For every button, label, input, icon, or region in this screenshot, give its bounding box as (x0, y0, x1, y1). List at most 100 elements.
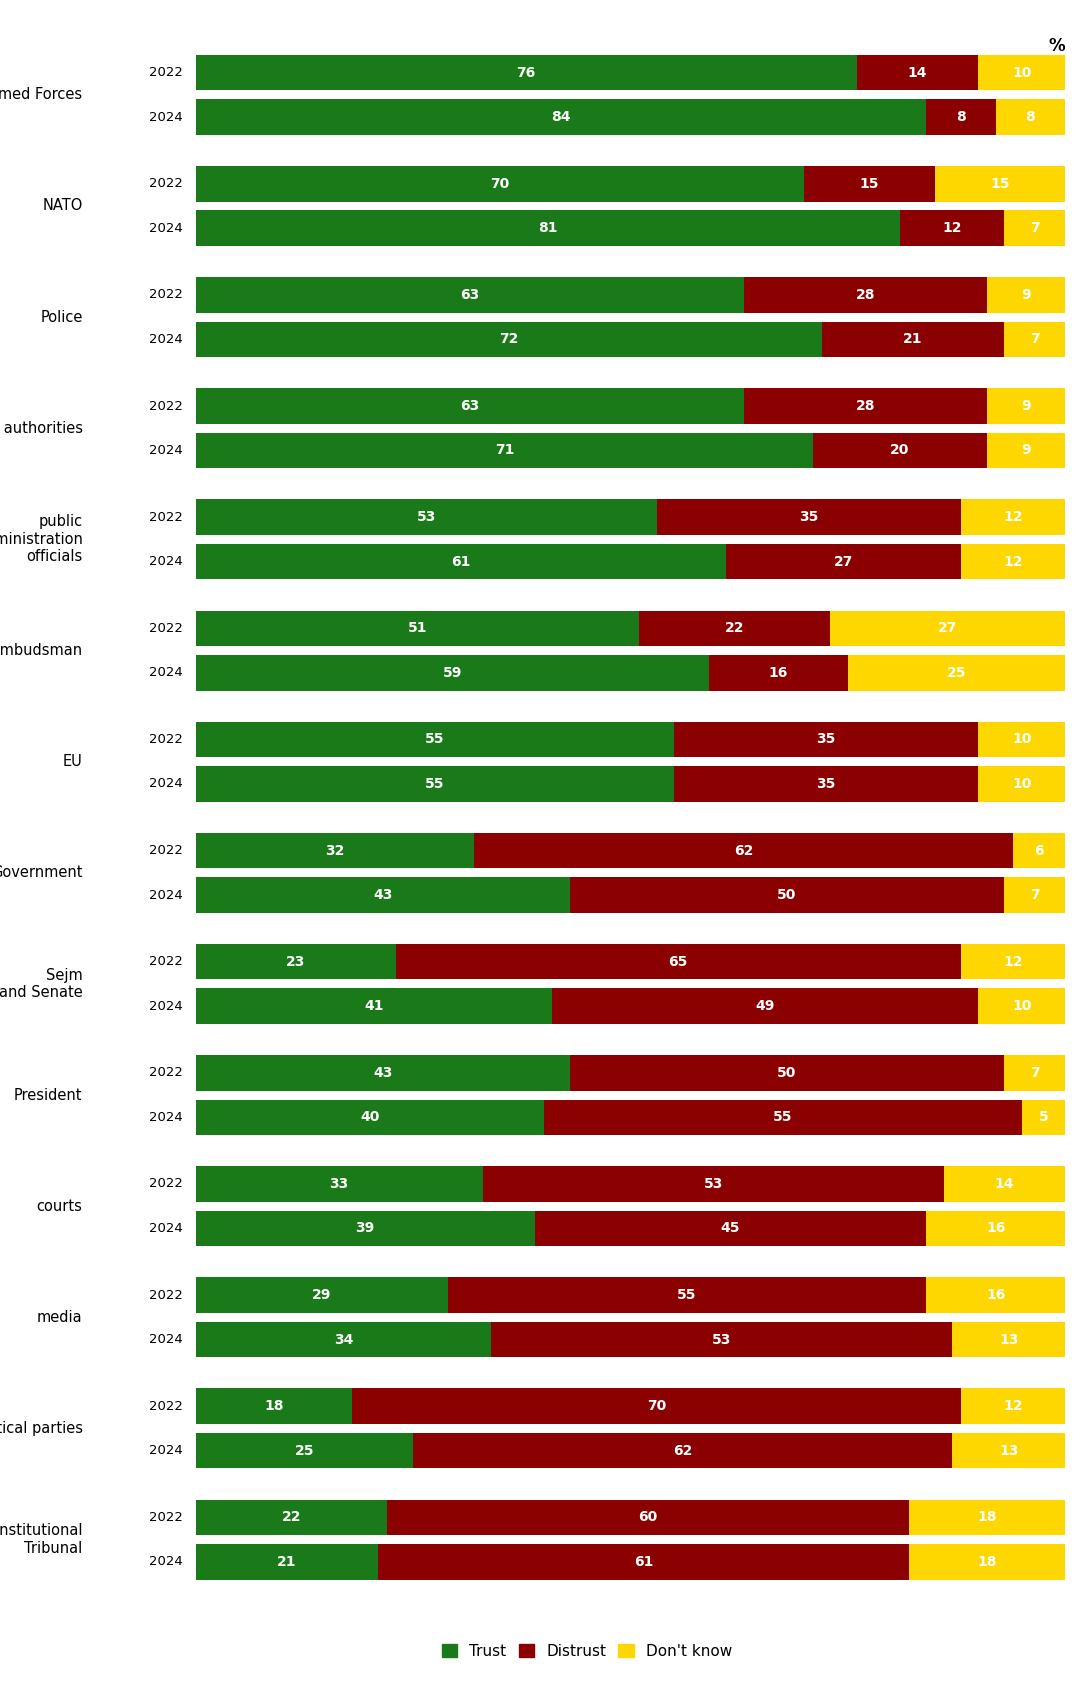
Text: 12: 12 (1003, 511, 1023, 524)
Text: 55: 55 (773, 1110, 792, 1124)
Text: 5: 5 (1039, 1110, 1048, 1124)
Text: 32: 32 (325, 844, 345, 858)
Bar (196, 1210, 535, 1247)
Text: 2024: 2024 (149, 1555, 183, 1569)
Bar (552, 989, 978, 1024)
Bar (961, 1388, 1065, 1424)
Text: 27: 27 (834, 554, 853, 568)
Bar (1022, 1100, 1065, 1136)
Text: Sejm
and Senate: Sejm and Senate (0, 967, 83, 1001)
Bar (674, 767, 978, 802)
Text: 2022: 2022 (149, 177, 183, 190)
Legend: Trust, Distrust, Don't know: Trust, Distrust, Don't know (437, 1640, 737, 1663)
Text: 35: 35 (816, 733, 836, 746)
Bar (709, 655, 848, 691)
Bar (804, 165, 935, 202)
Bar (196, 1432, 413, 1469)
Bar (196, 989, 552, 1024)
Bar (987, 388, 1065, 425)
Bar (196, 388, 744, 425)
Bar (491, 1321, 952, 1358)
Text: 53: 53 (712, 1333, 732, 1346)
Text: 35: 35 (816, 777, 836, 790)
Text: 9: 9 (1022, 288, 1030, 302)
Bar (387, 1500, 909, 1535)
Text: 2024: 2024 (149, 1333, 183, 1346)
Text: 16: 16 (769, 666, 788, 679)
Text: 2022: 2022 (149, 1067, 183, 1080)
Bar (196, 832, 474, 868)
Text: 2024: 2024 (149, 111, 183, 123)
Bar (909, 1543, 1065, 1579)
Text: NATO: NATO (42, 199, 83, 214)
Text: 14: 14 (995, 1178, 1014, 1191)
Text: courts: courts (37, 1198, 83, 1213)
Text: 7: 7 (1030, 888, 1039, 901)
Bar (196, 944, 396, 979)
Bar (996, 99, 1065, 135)
Text: 76: 76 (516, 66, 536, 79)
Text: 22: 22 (725, 622, 745, 635)
Bar (744, 276, 987, 313)
Text: 50: 50 (777, 888, 797, 901)
Bar (978, 721, 1065, 757)
Bar (196, 211, 900, 246)
Bar (196, 1321, 491, 1358)
Text: 9: 9 (1022, 399, 1030, 413)
Text: 51: 51 (408, 622, 427, 635)
Text: 2022: 2022 (149, 844, 183, 858)
Bar (196, 1500, 387, 1535)
Bar (848, 655, 1065, 691)
Bar (978, 56, 1065, 91)
Bar (961, 944, 1065, 979)
Text: 2024: 2024 (149, 1222, 183, 1235)
Text: 25: 25 (947, 666, 966, 679)
Bar (1004, 322, 1065, 357)
Text: 61: 61 (451, 554, 471, 568)
Bar (196, 165, 804, 202)
Text: 2022: 2022 (149, 1289, 183, 1301)
Text: 27: 27 (938, 622, 958, 635)
Bar (413, 1432, 952, 1469)
Bar (830, 610, 1065, 645)
Bar (987, 433, 1065, 468)
Text: %: % (1049, 37, 1065, 56)
Text: 18: 18 (977, 1510, 997, 1525)
Text: political parties: political parties (0, 1420, 83, 1436)
Text: 70: 70 (490, 177, 510, 190)
Bar (196, 1100, 544, 1136)
Text: 2024: 2024 (149, 888, 183, 901)
Bar (987, 276, 1065, 313)
Text: 7: 7 (1030, 221, 1039, 236)
Text: 50: 50 (777, 1067, 797, 1080)
Text: local authorities: local authorities (0, 421, 83, 436)
Bar (952, 1432, 1065, 1469)
Bar (639, 610, 830, 645)
Text: 20: 20 (890, 443, 910, 457)
Bar (378, 1543, 909, 1579)
Text: 33: 33 (329, 1178, 349, 1191)
Text: Armed Forces: Armed Forces (0, 88, 83, 103)
Text: Constitutional
Tribunal: Constitutional Tribunal (0, 1523, 83, 1555)
Text: 2024: 2024 (149, 666, 183, 679)
Bar (196, 1055, 570, 1090)
Text: Police: Police (40, 310, 83, 325)
Text: 8: 8 (957, 110, 965, 125)
Text: 10: 10 (1012, 733, 1032, 746)
Bar (570, 878, 1004, 913)
Bar (961, 544, 1065, 580)
Text: 63: 63 (460, 288, 479, 302)
Text: 63: 63 (460, 399, 479, 413)
Bar (196, 655, 709, 691)
Bar (857, 56, 978, 91)
Bar (196, 99, 926, 135)
Text: 2024: 2024 (149, 222, 183, 234)
Text: 2024: 2024 (149, 1110, 183, 1124)
Text: media: media (37, 1309, 83, 1324)
Bar (909, 1500, 1065, 1535)
Text: 53: 53 (703, 1178, 723, 1191)
Bar (396, 944, 961, 979)
Text: 2024: 2024 (149, 777, 183, 790)
Bar (483, 1166, 944, 1201)
Bar (926, 99, 996, 135)
